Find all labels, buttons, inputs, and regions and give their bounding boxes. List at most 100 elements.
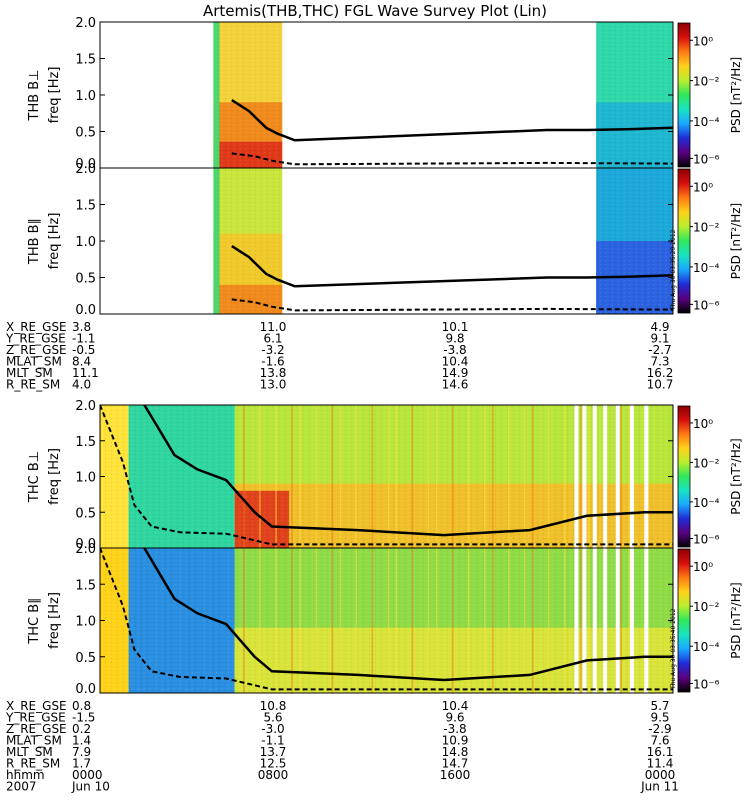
colorbar-tick-label: 10⁻⁶ <box>693 152 720 166</box>
orbit-label: 2007 <box>6 780 37 794</box>
orbit-value: -3.2 <box>261 343 284 357</box>
series-line-solid <box>142 405 673 537</box>
spectrogram-block <box>213 22 673 168</box>
colorbar: 10⁰ 10⁻² 10⁻⁴ 10⁻⁶ PSD [nT²/Hz] <box>677 548 743 693</box>
orbit-value: 10.7 <box>647 378 674 392</box>
y-axis-label: freq [Hz] <box>47 67 62 124</box>
orbit-value: 16.2 <box>647 366 674 380</box>
spectrogram-panel: 2.0 1.5 1.0 0.5 0.0 THB B⊥ freq [Hz] 10⁰ 10⁻² 10⁻… <box>27 16 743 172</box>
frequency-lines <box>100 405 673 546</box>
orbit-value: 9.1 <box>650 332 669 346</box>
y-tick-label: 1.5 <box>75 435 96 450</box>
colorbar: 10⁰ 10⁻² 10⁻⁴ 10⁻⁶ PSD [nT²/Hz] <box>677 168 743 314</box>
colorbar: 10⁰ 10⁻² 10⁻⁴ 10⁻⁶ PSD [nT²/Hz] <box>677 22 743 168</box>
panel-frame <box>99 167 674 315</box>
orbit-value: 1.4 <box>72 734 91 748</box>
colorbar-gradient <box>677 548 691 693</box>
y-tick-label: 0.0 <box>75 157 96 172</box>
spectrogram-block <box>213 168 673 314</box>
orbit-label: X_RE_GSE <box>6 699 67 713</box>
y-axis-label: freq [Hz] <box>47 448 62 505</box>
y-tick-label: 0.5 <box>75 651 96 666</box>
thc-orbit-table: X_RE_GSE 0.8 10.8 10.4 5.7 Y_RE_GSE -1.5 5.6 9.6… <box>5 699 679 794</box>
y-axis-label: THB B⊥ <box>27 69 42 121</box>
y-tick-label: 0.0 <box>75 682 96 697</box>
orbit-value: 3.8 <box>72 320 91 334</box>
spectrogram-panel: 2.0 1.5 1.0 0.5 0.0 THB B∥ freq [Hz] 10⁰ 10⁻² 10⁻… <box>27 162 743 318</box>
orbit-value: 0800 <box>258 768 289 782</box>
colorbar-tick-label: 10⁻⁴ <box>693 640 720 654</box>
colorbar-tick-label: 10⁻⁶ <box>693 298 720 312</box>
orbit-value: 12.5 <box>260 757 287 771</box>
y-tick-label: 2.0 <box>75 542 96 557</box>
y-tick-label: 0.5 <box>75 126 96 141</box>
spectrogram-texture <box>213 22 283 168</box>
colorbar-tick-label: 10⁰ <box>693 34 713 48</box>
orbit-value: 0.8 <box>72 699 91 713</box>
y-tick-label: 2.0 <box>75 399 96 414</box>
y-tick-label: 2.0 <box>75 16 96 31</box>
orbit-value: 7.3 <box>650 355 669 369</box>
spectrogram-texture <box>100 548 673 693</box>
y-axis-label: THC B⊥ <box>27 451 42 503</box>
y-tick-label: 1.0 <box>75 235 96 250</box>
orbit-label: MLT_SM <box>6 745 53 759</box>
orbit-value: 13.8 <box>260 366 287 380</box>
orbit-value: 10.8 <box>260 699 287 713</box>
orbit-value: 16.1 <box>647 745 674 759</box>
spectrogram-block <box>100 405 673 548</box>
orbit-label: MLAT_SM <box>6 734 62 748</box>
orbit-value: 11.1 <box>72 366 99 380</box>
orbit-value: 9.8 <box>445 332 464 346</box>
colorbar-gradient <box>677 22 691 168</box>
colorbar-tick-label: 10⁰ <box>693 180 713 194</box>
orbit-value: 0000 <box>645 768 676 782</box>
y-tick-label: 0.0 <box>75 303 96 318</box>
colorbar-tick-label: 10⁻⁴ <box>693 261 720 275</box>
spectrogram-texture <box>596 22 673 168</box>
orbit-value: 4.0 <box>72 378 91 392</box>
orbit-value: Jun 10 <box>71 780 110 794</box>
frequency-lines <box>231 245 673 312</box>
orbit-label: R_RE_SM <box>6 378 60 392</box>
orbit-value: -3.8 <box>443 343 466 357</box>
colorbar-tick-label: 10⁻⁴ <box>693 496 720 510</box>
colorbar-tick-label: 10⁻⁶ <box>693 533 720 547</box>
colorbar-tick-label: 10⁻² <box>693 600 720 614</box>
orbit-value: 9.5 <box>650 711 669 725</box>
y-tick-label: 1.0 <box>75 89 96 104</box>
orbit-label: MLAT_SM <box>6 355 62 369</box>
orbit-label: X_RE_GSE <box>6 320 67 334</box>
orbit-value: -3.8 <box>443 722 466 736</box>
orbit-value: 11.4 <box>647 757 674 771</box>
series-line-dashed <box>100 405 673 546</box>
orbit-value: 4.9 <box>650 320 669 334</box>
colorbar-tick-label: 10⁻² <box>693 75 720 89</box>
orbit-value: 10.4 <box>442 699 469 713</box>
series-line-dashed <box>231 298 673 312</box>
colorbar-tick-label: 10⁻² <box>693 456 720 470</box>
orbit-value: 5.6 <box>263 711 282 725</box>
orbit-value: 7.9 <box>72 745 91 759</box>
spectrogram-panel: 2.0 1.5 1.0 0.5 0.0 THC B⊥ freq [Hz] 10⁰ 10⁻² 10⁻… <box>27 399 743 552</box>
orbit-value: 1.7 <box>72 757 91 771</box>
orbit-value: 10.9 <box>442 734 469 748</box>
orbit-value: -2.9 <box>648 722 671 736</box>
y-tick-label: 2.0 <box>75 162 96 177</box>
thb-orbit-table: X_RE_GSE 3.8 11.0 10.1 4.9 Y_RE_GSE -1.1 6.1 9.8… <box>5 320 673 392</box>
series-line-solid <box>231 99 673 142</box>
y-tick-label: 1.0 <box>75 615 96 630</box>
y-tick-label: 1.5 <box>75 199 96 214</box>
orbit-label: R_RE_SM <box>6 757 60 771</box>
colorbar-tick-label: 10⁻⁶ <box>693 677 720 691</box>
orbit-value: -1.1 <box>72 332 95 346</box>
figure-title: Artemis(THB,THC) FGL Wave Survey Plot (L… <box>203 2 547 20</box>
y-tick-label: 1.5 <box>75 53 96 68</box>
orbit-label: Y_RE_GSE <box>5 711 66 725</box>
orbit-label: Z_RE_GSE <box>6 722 67 736</box>
y-tick-label: 0.5 <box>75 272 96 287</box>
colorbar-gradient <box>677 405 691 548</box>
y-tick-label: 0.5 <box>75 506 96 521</box>
series-line-dashed <box>100 548 673 691</box>
colorbar-label: PSD [nT²/Hz] <box>729 438 743 514</box>
